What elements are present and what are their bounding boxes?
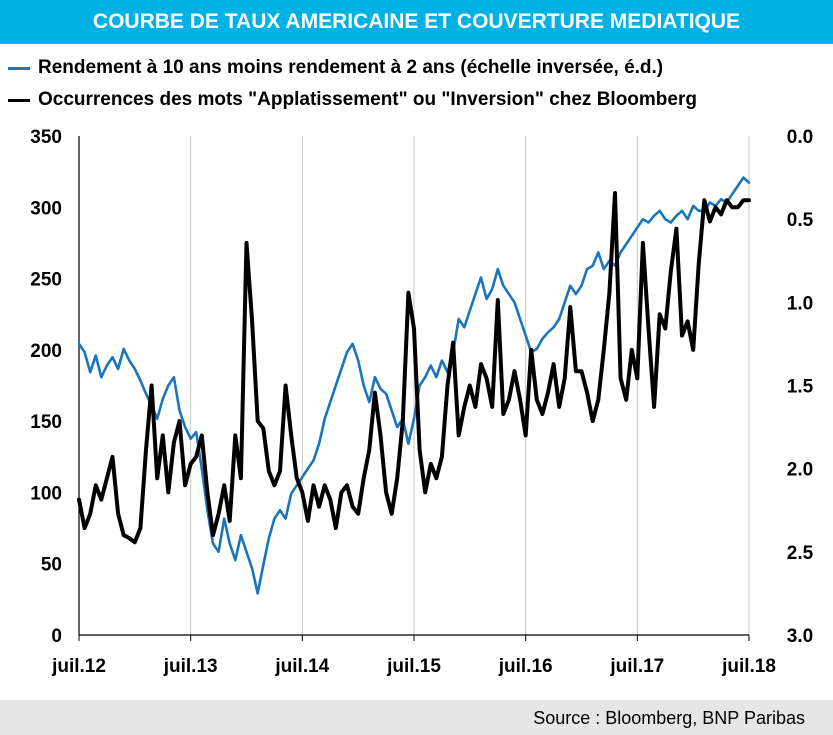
x-tick-label-1: juil.13 bbox=[163, 656, 218, 677]
x-tick-label-2: juil.14 bbox=[274, 656, 329, 677]
series-layer bbox=[77, 176, 751, 595]
left-tick-label-1: 50 bbox=[41, 555, 62, 576]
right-tick-label-3: 1.5 bbox=[787, 377, 814, 398]
chart-title: COURBE DE TAUX AMERICAINE ET COUVERTURE … bbox=[0, 0, 833, 44]
right-tick-label-0: 0.0 bbox=[787, 127, 813, 148]
legend-swatch-spread bbox=[8, 66, 30, 70]
right-tick-label-6: 3.0 bbox=[787, 626, 813, 647]
right-tick-label-1: 0.5 bbox=[787, 210, 814, 231]
legend-label-occurrences: Occurrences des mots "Applatissement" ou… bbox=[38, 89, 697, 110]
axes bbox=[78, 136, 750, 641]
chart-plot: juil.12 juil.13 juil.14 juil.15 juil.16 juil.… bbox=[30, 127, 813, 677]
legend-swatch-occurrences bbox=[8, 98, 30, 102]
left-tick-label-4: 200 bbox=[30, 341, 62, 362]
right-tick-label-4: 2.0 bbox=[787, 460, 813, 481]
x-tick-label-3: juil.15 bbox=[386, 656, 441, 677]
x-tick-label-5: juil.17 bbox=[609, 656, 664, 677]
left-tick-label-2: 100 bbox=[30, 483, 62, 504]
left-tick-label-7: 350 bbox=[30, 127, 62, 148]
left-tick-label-0: 0 bbox=[51, 626, 62, 647]
legend-item-occurrences: Occurrences des mots "Applatissement" ou… bbox=[8, 84, 828, 116]
x-tick-label-0: juil.12 bbox=[51, 656, 106, 677]
series-line-occurrences bbox=[77, 191, 751, 545]
tick-labels: juil.12 juil.13 juil.14 juil.15 juil.16 juil.… bbox=[30, 127, 813, 677]
left-tick-label-5: 250 bbox=[30, 270, 62, 291]
legend-label-spread: Rendement à 10 ans moins rendement à 2 a… bbox=[38, 57, 664, 78]
footer: Source : Bloomberg, BNP Paribas bbox=[0, 700, 833, 735]
right-tick-label-2: 1.0 bbox=[787, 293, 813, 314]
x-tick-label-4: juil.16 bbox=[498, 656, 553, 677]
grid bbox=[190, 136, 750, 635]
legend-item-spread: Rendement à 10 ans moins rendement à 2 a… bbox=[8, 52, 828, 84]
left-tick-label-3: 150 bbox=[30, 412, 62, 433]
source-note: Source : Bloomberg, BNP Paribas bbox=[533, 708, 805, 728]
series-line-spread bbox=[77, 176, 751, 595]
left-tick-label-6: 300 bbox=[30, 198, 62, 219]
legend: Rendement à 10 ans moins rendement à 2 a… bbox=[8, 52, 828, 116]
right-tick-label-5: 2.5 bbox=[787, 543, 814, 564]
x-tick-label-6: juil.18 bbox=[721, 656, 776, 677]
